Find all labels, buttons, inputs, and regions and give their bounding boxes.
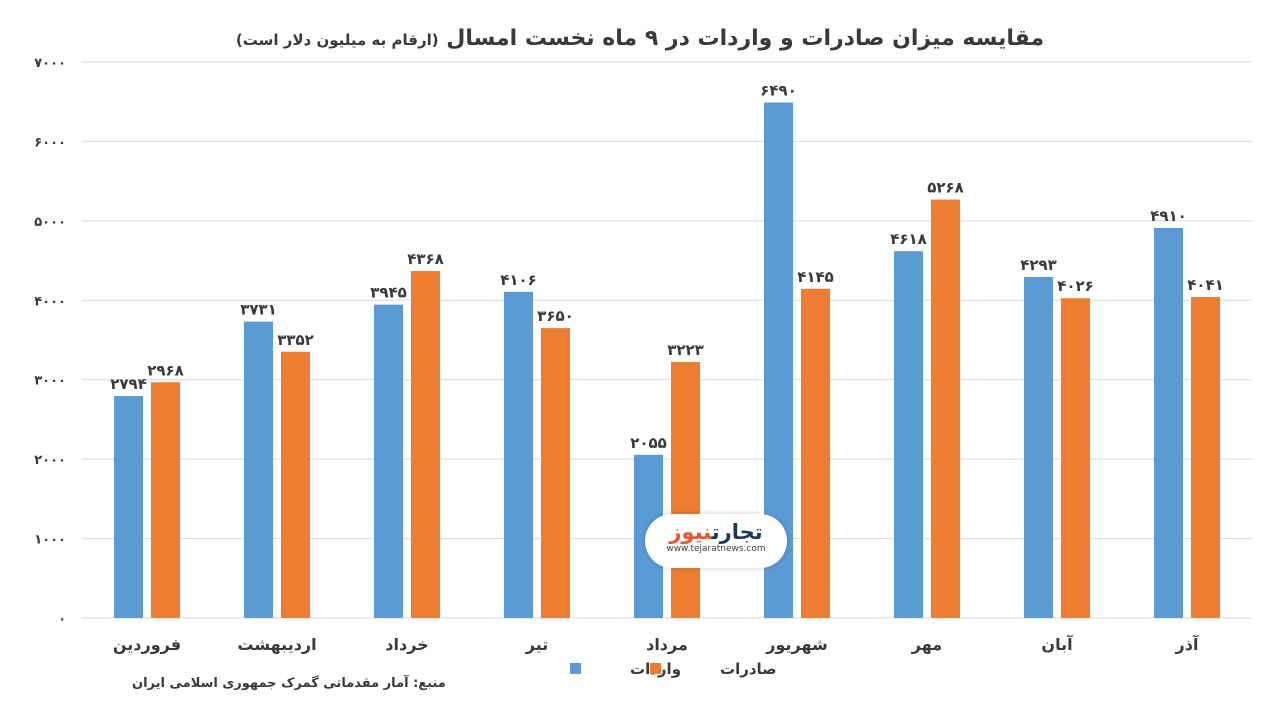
exports-bar bbox=[1061, 298, 1090, 618]
exports-bar bbox=[1191, 297, 1220, 618]
imports-value-label: ۴۶۱۸ bbox=[890, 230, 927, 248]
legend-label-exports: صادرات bbox=[720, 660, 777, 678]
imports-value-label: ۴۹۱۰ bbox=[1150, 207, 1187, 225]
x-category-label: فروردین bbox=[113, 635, 181, 654]
exports-value-label: ۵۲۶۸ bbox=[927, 179, 964, 197]
imports-value-label: ۶۴۹۰ bbox=[760, 82, 797, 100]
x-category-label: آبان bbox=[1041, 634, 1073, 654]
watermark-logo: تجارتنیوز www.tejaratnews.com bbox=[645, 514, 787, 568]
exports-value-label: ۴۱۴۵ bbox=[797, 268, 834, 286]
exports-bar bbox=[801, 288, 830, 618]
y-tick-label: ۲۰۰۰ bbox=[34, 453, 66, 468]
exports-value-label: ۳۶۵۰ bbox=[537, 307, 574, 325]
imports-bar bbox=[374, 304, 403, 618]
legend-swatch-imports bbox=[570, 663, 581, 674]
y-tick-label: ۱۰۰۰ bbox=[34, 533, 66, 548]
chart-subtitle: (ارقام به میلیون دلار است) bbox=[235, 31, 439, 49]
x-category-label: اردیبهشت bbox=[237, 635, 316, 654]
chart-title: مقایسه میزان صادرات و واردات در ۹ ماه نخ… bbox=[0, 26, 1280, 51]
watermark-name-part2: نیوز bbox=[669, 520, 712, 544]
y-tick-label: ۶۰۰۰ bbox=[34, 135, 66, 150]
imports-bar bbox=[114, 396, 143, 618]
source-note: منبع: آمار مقدماتی گمرک جمهوری اسلامی ای… bbox=[132, 676, 446, 691]
imports-bar bbox=[1024, 277, 1053, 618]
x-category-label: مهر bbox=[911, 635, 942, 654]
imports-value-label: ۳۹۴۵ bbox=[370, 284, 407, 302]
imports-value-label: ۴۱۰۶ bbox=[500, 271, 537, 289]
x-category-label: شهریور bbox=[765, 635, 828, 654]
exports-value-label: ۴۰۲۶ bbox=[1057, 277, 1094, 295]
x-category-label: تیر bbox=[525, 635, 549, 654]
x-category-label: آذر bbox=[1175, 634, 1199, 654]
imports-bar bbox=[244, 321, 273, 618]
exports-bar bbox=[411, 271, 440, 618]
imports-value-label: ۳۷۳۱ bbox=[240, 301, 277, 319]
exports-bar bbox=[151, 382, 180, 618]
watermark-url: www.tejaratnews.com bbox=[666, 544, 766, 554]
exports-value-label: ۳۲۲۳ bbox=[667, 341, 704, 359]
x-category-label: مرداد bbox=[646, 635, 688, 654]
watermark-name: تجارتنیوز bbox=[645, 520, 787, 544]
exports-value-label: ۳۳۵۲ bbox=[277, 331, 314, 349]
imports-bar bbox=[504, 291, 533, 618]
imports-bar bbox=[1154, 228, 1183, 618]
exports-bar bbox=[671, 362, 700, 618]
exports-bar bbox=[931, 199, 960, 618]
exports-value-label: ۲۹۶۸ bbox=[147, 361, 184, 379]
legend-swatch-exports bbox=[650, 663, 661, 674]
y-tick-label: ۰ bbox=[58, 612, 66, 627]
imports-value-label: ۲۰۵۵ bbox=[630, 434, 667, 452]
imports-value-label: ۴۲۹۳ bbox=[1020, 256, 1057, 274]
y-tick-label: ۷۰۰۰ bbox=[34, 56, 66, 71]
y-tick-label: ۵۰۰۰ bbox=[34, 215, 66, 230]
x-category-label: خرداد bbox=[385, 635, 428, 654]
imports-bar bbox=[894, 251, 923, 618]
y-tick-label: ۴۰۰۰ bbox=[34, 294, 66, 309]
exports-bar bbox=[281, 351, 310, 618]
exports-value-label: ۴۳۶۸ bbox=[407, 250, 444, 268]
chart-title-text: مقایسه میزان صادرات و واردات در ۹ ماه نخ… bbox=[446, 26, 1045, 51]
exports-value-label: ۴۰۴۱ bbox=[1187, 276, 1224, 294]
exports-bar bbox=[541, 328, 570, 618]
y-tick-label: ۳۰۰۰ bbox=[34, 374, 66, 389]
imports-value-label: ۲۷۹۴ bbox=[110, 375, 147, 393]
watermark-name-part1: تجارت bbox=[711, 520, 763, 544]
